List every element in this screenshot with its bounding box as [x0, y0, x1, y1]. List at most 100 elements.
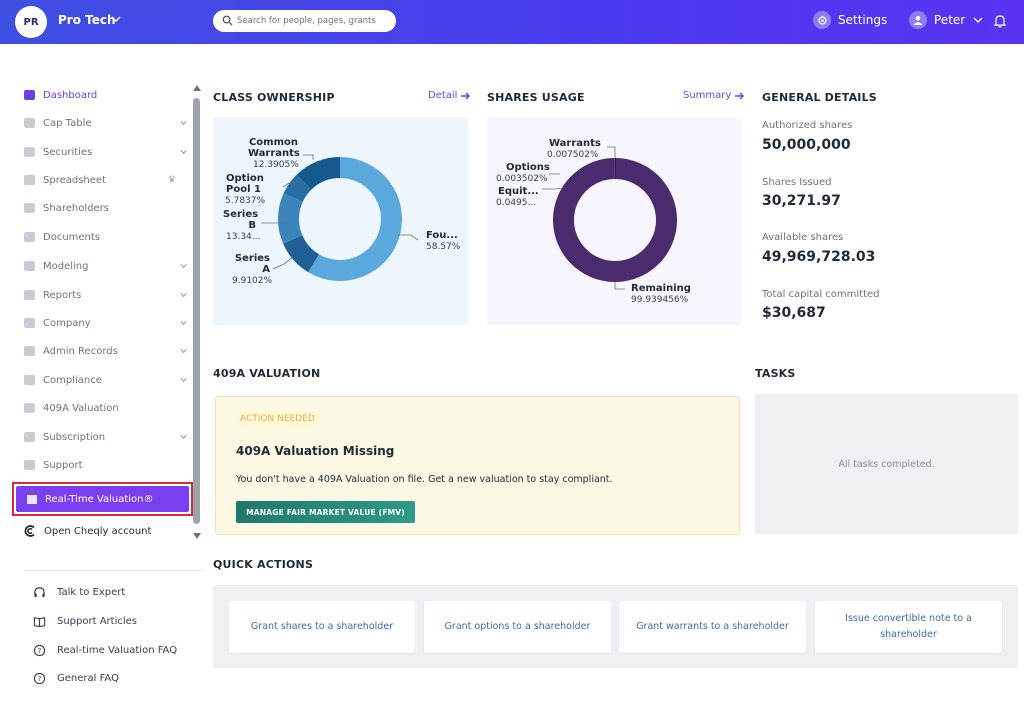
clipboard-icon	[24, 147, 35, 157]
issue-convertible-note-button[interactable]: Issue convertible note to a shareholder	[815, 601, 1002, 653]
sidebar-item-securities[interactable]: Securities	[12, 142, 192, 162]
search-box[interactable]	[213, 10, 396, 32]
help-link-real-time-valuation-faq[interactable]: ? Real-time Valuation FAQ	[33, 644, 177, 657]
scroll-up-arrow[interactable]	[192, 84, 202, 92]
shares-usage-leader-line	[542, 187, 564, 190]
authorized-shares-value: 50,000,000	[762, 137, 851, 153]
search-icon	[222, 15, 233, 26]
sidebar-item-label: Reports	[43, 289, 82, 301]
sidebar-item-subscription[interactable]: Subscription	[12, 427, 192, 447]
ownership-leader-line	[282, 182, 295, 188]
ownership-slice-series-b[interactable]	[278, 193, 303, 244]
chevron-down-icon	[180, 120, 187, 126]
sidebar-item-admin-records[interactable]: Admin Records	[12, 341, 192, 361]
ownership-slice-option-pool-1[interactable]	[283, 174, 312, 202]
sidebar-item-409a-valuation[interactable]: 409A Valuation	[12, 398, 192, 418]
class-ownership-chart: Common Warrants 12.3905% Option Pool 1 5…	[213, 117, 468, 325]
ownership-slice-series-a[interactable]	[283, 235, 319, 273]
shield-icon	[24, 375, 35, 385]
user-menu[interactable]: Peter	[909, 11, 984, 29]
chevron-down-icon	[180, 263, 187, 269]
grant-warrants-button[interactable]: Grant warrants to a shareholder	[619, 601, 806, 653]
sidebar-scrollbar[interactable]	[193, 98, 200, 524]
sidebar-item-label: Subscription	[43, 431, 106, 443]
help-link-label: Talk to Expert	[57, 587, 126, 598]
grant-options-button[interactable]: Grant options to a shareholder	[424, 601, 611, 653]
pie-chart-icon	[24, 118, 35, 128]
building-icon	[24, 318, 35, 328]
headset-icon	[34, 587, 45, 598]
label-equity: Equit...	[498, 186, 539, 197]
help-link-talk-to-expert[interactable]: Talk to Expert	[33, 586, 125, 599]
report-icon	[24, 290, 35, 300]
settings-button[interactable]: Settings	[813, 11, 887, 29]
sidebar-item-spreadsheet[interactable]: Spreadsheet ♛	[12, 170, 192, 190]
pct-remaining: 99.939456%	[631, 295, 689, 305]
company-name[interactable]: Pro Tech	[58, 13, 116, 27]
pct-common-warrants: 12.3905%	[253, 160, 299, 170]
summary-link-label: Summary	[683, 90, 732, 101]
detail-link-label: Detail	[428, 90, 458, 101]
sidebar-item-label: Admin Records	[43, 345, 118, 357]
summary-link[interactable]: Summary	[683, 90, 745, 101]
bulb-icon	[24, 261, 35, 271]
scroll-down-arrow[interactable]	[192, 532, 202, 540]
chevron-down-icon[interactable]	[110, 13, 122, 25]
company-avatar[interactable]: PR	[15, 6, 47, 38]
sidebar-item-support[interactable]: Support	[12, 455, 192, 475]
cheqly-label: Open Cheqly account	[44, 525, 152, 537]
ownership-leader-line	[272, 256, 294, 270]
sidebar-item-shareholders[interactable]: Shareholders	[12, 198, 192, 218]
shares-usage-slice-remaining[interactable]	[552, 158, 677, 282]
grant-shares-button[interactable]: Grant shares to a shareholder	[229, 601, 415, 653]
top-header: PR Pro Tech Settings Peter	[0, 0, 1024, 44]
settings-label: Settings	[838, 13, 888, 27]
shares-usage-slice-equity[interactable]	[615, 158, 616, 180]
manage-fmv-button[interactable]: MANAGE FAIR MARKET VALUE (FMV)	[236, 501, 415, 523]
class-ownership-title: CLASS OWNERSHIP	[213, 91, 335, 104]
search-input[interactable]	[237, 13, 387, 29]
chevron-down-icon	[180, 320, 187, 326]
valuation-card: ACTION NEEDED 409A Valuation Missing You…	[215, 396, 740, 535]
shares-usage-leader-line	[614, 282, 625, 290]
ownership-leader-line	[303, 154, 314, 160]
sidebar-item-label: Modeling	[43, 260, 89, 272]
help-link-support-articles[interactable]: Support Articles	[33, 615, 137, 628]
help-link-label: Support Articles	[57, 616, 137, 627]
shares-usage-title: SHARES USAGE	[487, 91, 585, 104]
sidebar-item-reports[interactable]: Reports	[12, 285, 192, 305]
available-shares-label: Available shares	[762, 232, 844, 243]
users-icon	[24, 203, 35, 213]
chevron-down-icon	[973, 17, 983, 23]
ownership-slice-founders[interactable]	[308, 157, 402, 281]
ownership-slice-common-warrants[interactable]	[296, 157, 340, 190]
valuation-card-title: 409A Valuation Missing	[236, 444, 395, 458]
total-capital-label: Total capital committed	[762, 289, 880, 300]
dashboard-icon	[24, 90, 35, 100]
label-warrants: Warrants	[549, 138, 601, 149]
pct-option-pool: 5.7837%	[225, 196, 266, 206]
svg-text:?: ?	[38, 646, 42, 655]
sidebar-item-label: 409A Valuation	[43, 402, 119, 414]
detail-link[interactable]: Detail	[428, 90, 471, 101]
sidebar-item-modeling[interactable]: Modeling	[12, 256, 192, 276]
open-cheqly-link[interactable]: Open Cheqly account	[24, 525, 151, 537]
real-time-valuation-highlight: Real-Time Valuation®	[12, 482, 193, 516]
chevron-down-icon	[180, 348, 187, 354]
valuation-section-title: 409A VALUATION	[213, 367, 321, 380]
sidebar-item-dashboard[interactable]: Dashboard	[12, 85, 192, 105]
label-options: Options	[506, 162, 550, 173]
chart-icon	[27, 494, 37, 504]
sidebar-item-real-time-valuation[interactable]: Real-Time Valuation®	[16, 486, 189, 512]
shares-issued-value: 30,271.97	[762, 193, 841, 209]
sidebar-item-company[interactable]: Company	[12, 313, 192, 333]
help-link-general-faq[interactable]: ? General FAQ	[33, 672, 119, 685]
sidebar-item-compliance[interactable]: Compliance	[12, 370, 192, 390]
total-capital-value: $30,687	[762, 305, 826, 321]
label-option-pool: Option Pool 1	[226, 173, 264, 195]
sidebar-item-cap-table[interactable]: Cap Table	[12, 113, 192, 133]
sidebar-item-label: Documents	[43, 231, 101, 243]
sidebar-item-label: Support	[43, 459, 83, 471]
bell-icon[interactable]	[993, 13, 1007, 28]
sidebar-item-documents[interactable]: Documents	[12, 227, 192, 247]
